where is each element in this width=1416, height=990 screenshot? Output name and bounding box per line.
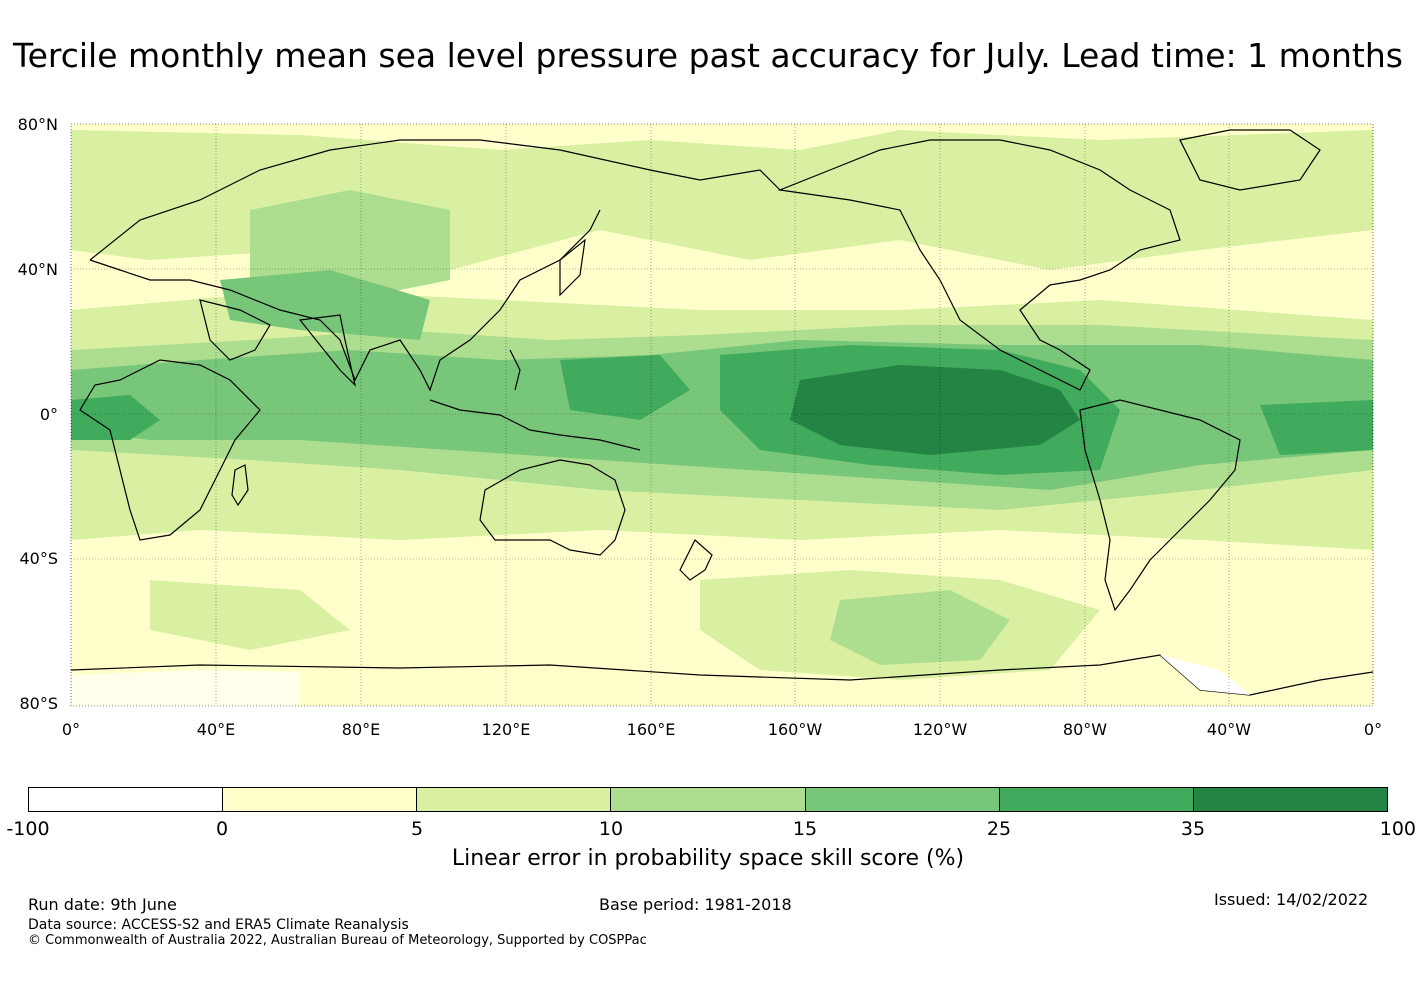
colorbar-tick: 35	[1180, 818, 1206, 840]
lon-label-160e: 160°E	[626, 720, 676, 739]
colorbar-tick: 25	[986, 818, 1012, 840]
antarctic-ice	[1160, 655, 1250, 695]
colorbar-tick: 15	[792, 818, 818, 840]
lon-label-80w: 80°W	[1062, 720, 1108, 739]
base-period: Base period: 1981-2018	[599, 895, 792, 914]
colorbar-seg-5	[804, 788, 999, 811]
lon-label-0-west: 0°	[61, 720, 81, 739]
lat-label-80s: 80°S	[19, 694, 58, 713]
colorbar-seg-1	[29, 788, 223, 811]
colorbar	[28, 787, 1388, 812]
colorbar-seg-7	[1192, 788, 1387, 811]
lat-label-40n: 40°N	[17, 260, 58, 279]
lat-label-80n: 80°N	[17, 115, 58, 134]
graticule	[71, 124, 1373, 706]
colorbar-seg-4	[610, 788, 805, 811]
antarctic-ice-west	[71, 670, 300, 706]
colorbar-seg-6	[998, 788, 1193, 811]
lon-label-80e: 80°E	[341, 720, 381, 739]
colorbar-tick: 100	[1379, 818, 1416, 840]
lat-label-0: 0°	[39, 405, 58, 424]
lon-label-40e: 40°E	[196, 720, 236, 739]
skill-score-map	[70, 123, 1374, 707]
lon-label-120w: 120°W	[912, 720, 968, 739]
colorbar-tick: 0	[215, 818, 229, 840]
lat-label-40s: 40°S	[19, 549, 58, 568]
run-date: Run date: 9th June	[28, 895, 177, 914]
lon-label-40w: 40°W	[1206, 720, 1252, 739]
map-title: Tercile monthly mean sea level pressure …	[13, 36, 1403, 75]
colorbar-label: Linear error in probability space skill …	[451, 846, 965, 871]
issued-date: Issued: 14/02/2022	[1214, 890, 1369, 909]
score-band-35-100	[790, 365, 1080, 455]
colorbar-tick: 10	[598, 818, 624, 840]
colorbar-tick: -100	[6, 818, 50, 840]
lon-label-0-east: 0°	[1363, 720, 1383, 739]
map-area	[0, 110, 1416, 714]
copyright: © Commonwealth of Australia 2022, Austra…	[28, 933, 647, 948]
colorbar-seg-3	[416, 788, 611, 811]
map-frame	[70, 123, 1374, 707]
colorbar-tick: 5	[410, 818, 424, 840]
lon-label-160w: 160°W	[767, 720, 823, 739]
data-source: Data source: ACCESS-S2 and ERA5 Climate …	[28, 917, 409, 933]
colorbar-seg-2	[222, 788, 417, 811]
lon-label-120e: 120°E	[481, 720, 531, 739]
